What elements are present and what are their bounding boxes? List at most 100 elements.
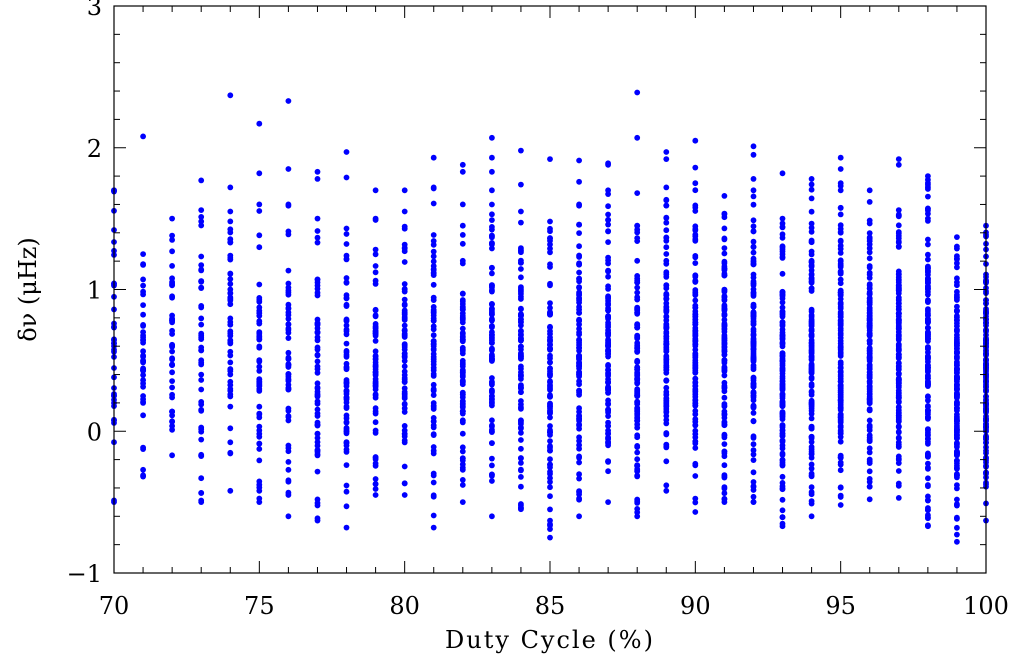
data-point [314, 176, 321, 182]
data-point [430, 281, 437, 288]
data-point [372, 460, 379, 467]
data-point [954, 440, 960, 446]
data-point [372, 376, 379, 382]
data-point [518, 305, 524, 312]
data-point [576, 475, 582, 482]
data-point [372, 383, 379, 390]
data-point [895, 317, 902, 324]
data-point [372, 419, 379, 426]
data-point [518, 382, 524, 388]
data-point [518, 286, 524, 292]
data-point [837, 183, 844, 189]
data-point [401, 427, 408, 434]
data-point [866, 291, 873, 297]
data-point [721, 346, 728, 353]
data-point [750, 187, 757, 194]
data-point [547, 506, 553, 513]
data-point [925, 514, 931, 521]
data-point [663, 377, 670, 384]
data-point [576, 291, 582, 297]
data-point [227, 378, 234, 385]
data-point [866, 307, 873, 314]
data-point [750, 346, 757, 353]
data-point [837, 369, 844, 376]
data-point [779, 514, 786, 521]
data-point [576, 339, 582, 346]
data-point [779, 299, 786, 306]
data-point [401, 208, 408, 215]
data-point [430, 406, 437, 412]
data-point [489, 428, 495, 435]
data-point [808, 251, 815, 258]
data-point [721, 364, 728, 370]
data-point [489, 381, 495, 388]
data-point [489, 201, 495, 208]
data-point [576, 178, 582, 185]
data-point [489, 134, 495, 141]
data-point [605, 273, 611, 280]
x-axis-label: Duty Cycle (%) [445, 626, 655, 654]
data-point [518, 474, 524, 480]
data-point [198, 267, 205, 274]
data-point [547, 414, 553, 421]
data-point [866, 285, 873, 292]
data-point [430, 431, 437, 438]
data-point [837, 502, 844, 508]
data-point [634, 134, 641, 141]
data-point [779, 341, 786, 347]
data-point [750, 410, 757, 416]
data-point [779, 427, 786, 434]
data-point [576, 513, 582, 520]
data-point [779, 480, 786, 486]
data-point [837, 250, 844, 256]
data-point [605, 191, 611, 198]
data-point [430, 241, 437, 248]
data-point [430, 326, 437, 333]
data-point [198, 475, 205, 482]
data-point [605, 468, 611, 475]
data-points [111, 89, 989, 545]
data-point [256, 388, 263, 394]
data-point [343, 488, 350, 495]
data-point [634, 366, 641, 373]
data-point [634, 257, 641, 264]
data-point [314, 385, 321, 392]
data-point [547, 342, 553, 348]
data-point [750, 280, 757, 287]
data-point [489, 455, 495, 462]
data-point [808, 186, 815, 193]
data-point [692, 233, 699, 240]
data-point [343, 364, 350, 371]
data-point [489, 240, 495, 247]
data-point [140, 372, 147, 378]
data-point [779, 291, 786, 298]
data-point [750, 404, 757, 410]
data-point [401, 315, 408, 322]
data-point [634, 472, 641, 479]
data-point [605, 319, 611, 326]
data-point [430, 307, 437, 313]
data-point [489, 187, 495, 194]
data-point [285, 202, 292, 209]
data-point [634, 456, 641, 463]
data-point [808, 333, 815, 339]
data-point [169, 356, 176, 363]
data-point [837, 397, 844, 404]
data-point [954, 307, 960, 314]
data-point [925, 280, 931, 286]
data-point [372, 353, 379, 360]
data-point [576, 459, 582, 466]
data-point [808, 224, 815, 231]
data-point [547, 282, 553, 289]
data-point [372, 476, 379, 482]
data-point [401, 346, 408, 353]
data-point [750, 457, 757, 463]
data-point [692, 137, 699, 144]
data-point [430, 371, 437, 377]
data-point [663, 308, 670, 315]
data-point [547, 393, 553, 400]
data-point [459, 310, 466, 317]
data-point [866, 263, 873, 269]
data-point [285, 98, 292, 104]
